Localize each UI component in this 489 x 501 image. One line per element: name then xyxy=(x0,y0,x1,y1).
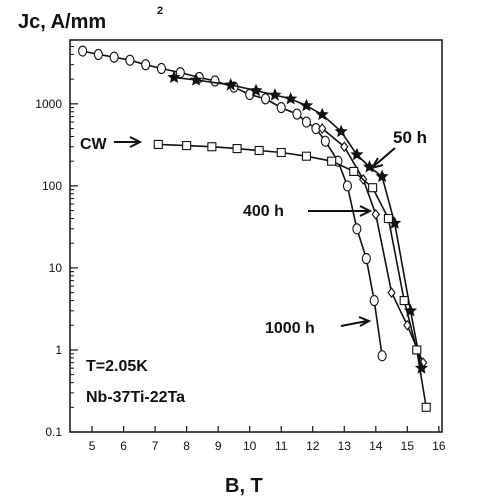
x-tick-label: 14 xyxy=(369,439,383,453)
data-point-400h xyxy=(318,123,327,134)
y-axis-title: Jc, A/mm xyxy=(18,11,106,33)
series-1000h xyxy=(78,45,387,362)
data-point-cw xyxy=(421,402,431,412)
data-point-400h xyxy=(387,287,396,299)
data-point-1000h xyxy=(141,59,151,71)
x-tick-label: 8 xyxy=(183,439,190,453)
x-tick-label: 13 xyxy=(338,439,352,453)
data-point-400h xyxy=(340,141,349,153)
data-point-50h xyxy=(167,70,181,84)
x-tick-label: 6 xyxy=(120,439,127,453)
y-tick-label: 1000 xyxy=(35,97,62,111)
series-50h xyxy=(167,70,429,374)
y-tick-label: 100 xyxy=(42,179,62,193)
data-point-cw xyxy=(349,166,359,176)
data-point-1000h xyxy=(320,135,330,147)
data-point-50h xyxy=(249,83,263,97)
data-point-1000h xyxy=(210,75,220,87)
x-tick-label: 16 xyxy=(432,439,446,453)
series-line-cw xyxy=(158,143,427,408)
data-point-cw xyxy=(412,345,422,355)
annotation-1000h: 1000 h xyxy=(265,320,315,337)
data-point-1000h xyxy=(301,116,311,128)
data-point-50h xyxy=(350,147,364,161)
y-axis-title-superscript: 2 xyxy=(157,5,163,17)
x-axis-ticks: 5 6 7 8 9 10 11 12 13 14 15 16 xyxy=(89,426,446,453)
annotation-alloy: Nb-37Ti-22Ta xyxy=(86,389,185,406)
data-point-1000h xyxy=(377,350,387,362)
data-point-cw xyxy=(383,213,393,224)
series-line-1000h xyxy=(82,50,383,356)
data-point-50h xyxy=(315,107,329,121)
annotation-cw: CW xyxy=(80,136,108,153)
data-point-1000h xyxy=(156,62,166,75)
data-point-cw xyxy=(276,147,286,158)
x-tick-label: 11 xyxy=(275,439,288,453)
data-point-cw xyxy=(182,141,192,151)
series-cw xyxy=(153,139,431,412)
y-tick-label: 1 xyxy=(55,343,62,357)
data-point-1000h xyxy=(352,223,362,235)
arrow-1000h xyxy=(340,316,372,327)
data-point-50h xyxy=(284,91,298,105)
x-tick-label: 5 xyxy=(89,439,96,453)
x-tick-label: 15 xyxy=(401,439,415,453)
x-tick-label: 9 xyxy=(215,439,222,453)
data-point-cw xyxy=(399,296,409,306)
arrow-cw xyxy=(114,136,143,148)
x-tick-label: 7 xyxy=(152,439,159,453)
data-point-50h xyxy=(414,361,429,374)
arrow-50h xyxy=(369,147,396,170)
data-point-cw xyxy=(232,144,242,154)
data-point-50h xyxy=(334,124,348,138)
data-point-50h xyxy=(375,169,389,183)
data-point-1000h xyxy=(125,54,135,66)
series-layer xyxy=(78,45,431,412)
data-point-1000h xyxy=(260,93,271,105)
series-400h xyxy=(318,123,428,369)
y-tick-label: 0.1 xyxy=(45,425,62,439)
annotation-400h: 400 h xyxy=(243,203,284,220)
annotation-50h: 50 h xyxy=(393,128,427,147)
data-point-cw xyxy=(153,139,163,149)
data-point-1000h xyxy=(292,108,302,120)
data-point-cw xyxy=(327,156,337,166)
x-tick-label: 10 xyxy=(243,439,257,453)
data-point-cw xyxy=(254,145,264,156)
x-axis-title: B, T xyxy=(225,475,263,497)
plot-frame xyxy=(69,39,443,433)
data-point-400h xyxy=(371,208,380,220)
data-point-1000h xyxy=(93,48,103,60)
data-point-50h xyxy=(299,98,314,112)
data-point-1000h xyxy=(342,180,352,192)
data-point-50h xyxy=(189,73,203,86)
data-point-1000h xyxy=(109,51,119,63)
data-point-1000h xyxy=(78,45,88,57)
data-point-1000h xyxy=(361,253,371,265)
y-tick-label: 10 xyxy=(49,261,63,275)
data-point-1000h xyxy=(369,295,379,307)
data-point-cw xyxy=(301,151,311,161)
data-point-50h xyxy=(268,88,282,101)
data-point-50h xyxy=(224,77,238,91)
arrow-400h xyxy=(308,205,373,217)
annotation-temperature: T=2.05K xyxy=(86,358,148,375)
data-point-1000h xyxy=(276,102,286,114)
x-tick-label: 12 xyxy=(306,439,320,453)
data-point-cw xyxy=(207,142,217,152)
y-axis-ticks: 0.1 1 10 100 1000 xyxy=(35,45,78,439)
data-point-cw xyxy=(368,183,378,193)
